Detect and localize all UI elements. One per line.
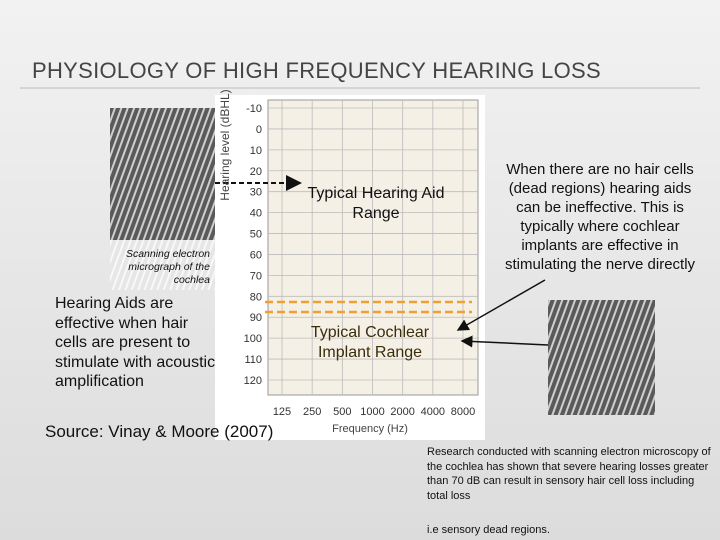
note: i.e sensory dead regions. (427, 524, 550, 536)
y-tick-label: 10 (250, 145, 262, 157)
x-tick-label: 8000 (451, 406, 475, 418)
x-tick-label: 4000 (421, 406, 445, 418)
micrograph-right (548, 300, 655, 415)
y-tick-label: 120 (244, 375, 262, 387)
y-tick-label: 110 (244, 354, 262, 366)
x-axis-label: Frequency (Hz) (332, 423, 408, 435)
y-tick-label: 80 (250, 291, 262, 303)
left-text: Hearing Aids are effective when hair cel… (55, 295, 216, 390)
x-tick-label: 1000 (360, 406, 384, 418)
y-tick-label: 30 (250, 187, 262, 199)
arrow (460, 335, 549, 348)
y-tick-label: 20 (250, 166, 262, 178)
implant-label: Typical Cochlear Implant Range (310, 324, 430, 361)
x-tick-label: 125 (273, 406, 291, 418)
hearing-aid-label: Typical Hearing Aid Range (307, 185, 445, 222)
y-tick-label: 60 (250, 249, 262, 261)
title: PHYSIOLOGY OF HIGH FREQUENCY HEARING LOS… (32, 58, 601, 83)
research-text: Research conducted with scanning electro… (427, 446, 711, 502)
audiogram-plot (267, 99, 479, 396)
y-tick-label: 0 (256, 124, 262, 136)
source: Source: Vinay & Moore (2007) (45, 422, 274, 441)
y-tick-label: 100 (244, 333, 262, 345)
x-tick-label: 250 (303, 406, 321, 418)
image-caption: Scanning electron micrograph of the coch… (125, 248, 210, 286)
y-axis-label: Hearing level (dBHL) (218, 89, 232, 201)
x-tick-label: 2000 (390, 406, 414, 418)
y-tick-label: 40 (250, 208, 262, 220)
right-text: When there are no hair cells (dead regio… (504, 161, 696, 273)
y-tick-label: -10 (246, 103, 262, 115)
y-tick-label: 70 (250, 270, 262, 282)
x-tick-label: 500 (333, 406, 351, 418)
caption-backdrop (110, 240, 215, 290)
arrow (456, 279, 546, 331)
y-tick-label: 50 (250, 229, 262, 241)
y-tick-label: 90 (250, 312, 262, 324)
